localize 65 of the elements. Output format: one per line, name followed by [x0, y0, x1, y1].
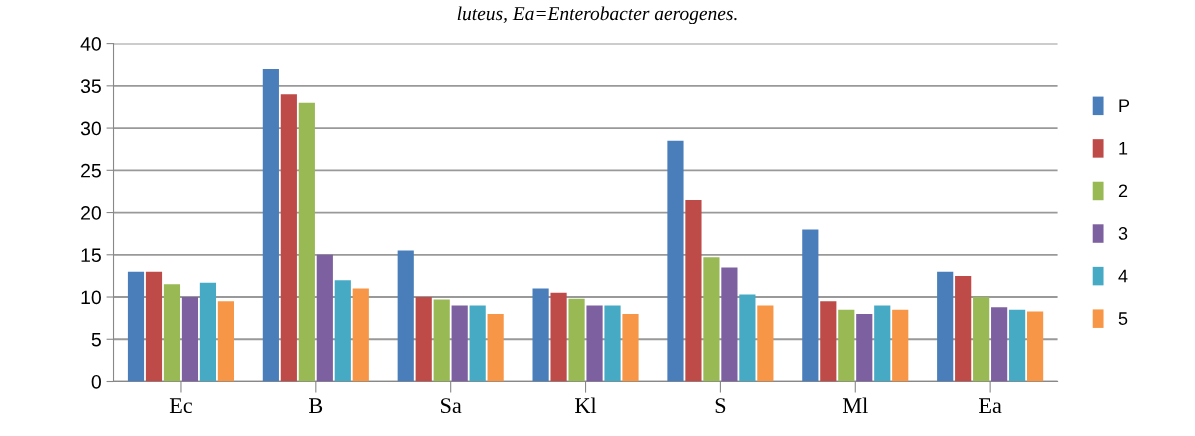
bar	[973, 297, 990, 382]
legend-label: 3	[1118, 227, 1128, 240]
bar	[262, 68, 279, 382]
bar	[955, 275, 972, 382]
legend-label: 5	[1118, 312, 1128, 325]
bar	[604, 305, 621, 382]
x-tick-label: Ea	[979, 398, 1002, 414]
bar	[487, 313, 504, 382]
bar	[181, 297, 199, 382]
bar	[937, 271, 954, 382]
bar	[739, 294, 756, 382]
y-tick-label: 0	[91, 374, 101, 389]
bar	[874, 305, 891, 382]
y-tick-label: 30	[80, 121, 101, 136]
bar	[667, 140, 684, 382]
y-tick-label: 15	[81, 248, 101, 263]
legend-label: 2	[1118, 184, 1128, 198]
bar	[352, 288, 369, 382]
y-tick-label: 20	[81, 206, 101, 220]
bar	[892, 309, 909, 382]
bar	[757, 305, 774, 382]
bar	[469, 305, 486, 382]
bar	[685, 199, 702, 382]
y-tick-label: 25	[81, 163, 101, 178]
y-tick-label: 5	[91, 332, 101, 347]
bar	[721, 267, 738, 382]
bar	[163, 284, 181, 382]
bar	[586, 305, 603, 382]
bar	[145, 271, 163, 382]
x-tick-label: Kl	[575, 397, 597, 413]
bar	[217, 301, 234, 382]
x-tick-label: B	[309, 398, 323, 413]
x-tick-label: Sa	[441, 398, 462, 414]
bar	[622, 313, 639, 382]
bar	[820, 301, 837, 382]
x-tick-label: S	[715, 398, 726, 414]
legend-label: P	[1119, 99, 1130, 112]
y-tick-label: 10	[81, 290, 101, 305]
bar	[1027, 311, 1044, 382]
bar	[838, 309, 855, 382]
bar	[856, 313, 873, 382]
text: luteus, Ea=Enterobacter aerogenes.	[457, 6, 737, 25]
bar	[451, 305, 468, 382]
x-tick-label: Ml	[842, 397, 868, 413]
bar	[334, 280, 351, 382]
bar	[550, 292, 567, 382]
x-tick-label: Ec	[169, 398, 192, 414]
bar	[298, 102, 315, 382]
bar	[280, 94, 297, 382]
bar	[532, 288, 549, 382]
bar	[433, 299, 450, 382]
bar	[127, 271, 145, 382]
legend-label: 1	[1119, 142, 1128, 155]
bar	[1009, 309, 1026, 382]
bar	[397, 250, 414, 382]
bar	[199, 282, 217, 382]
y-tick-label: 35	[80, 79, 101, 94]
bar	[568, 298, 585, 382]
bar	[415, 297, 432, 382]
bar	[802, 229, 819, 382]
bar	[991, 307, 1008, 382]
legend-label: 4	[1118, 269, 1128, 283]
y-tick-label: 40	[80, 37, 101, 51]
bar	[316, 254, 333, 382]
bar	[703, 257, 720, 382]
